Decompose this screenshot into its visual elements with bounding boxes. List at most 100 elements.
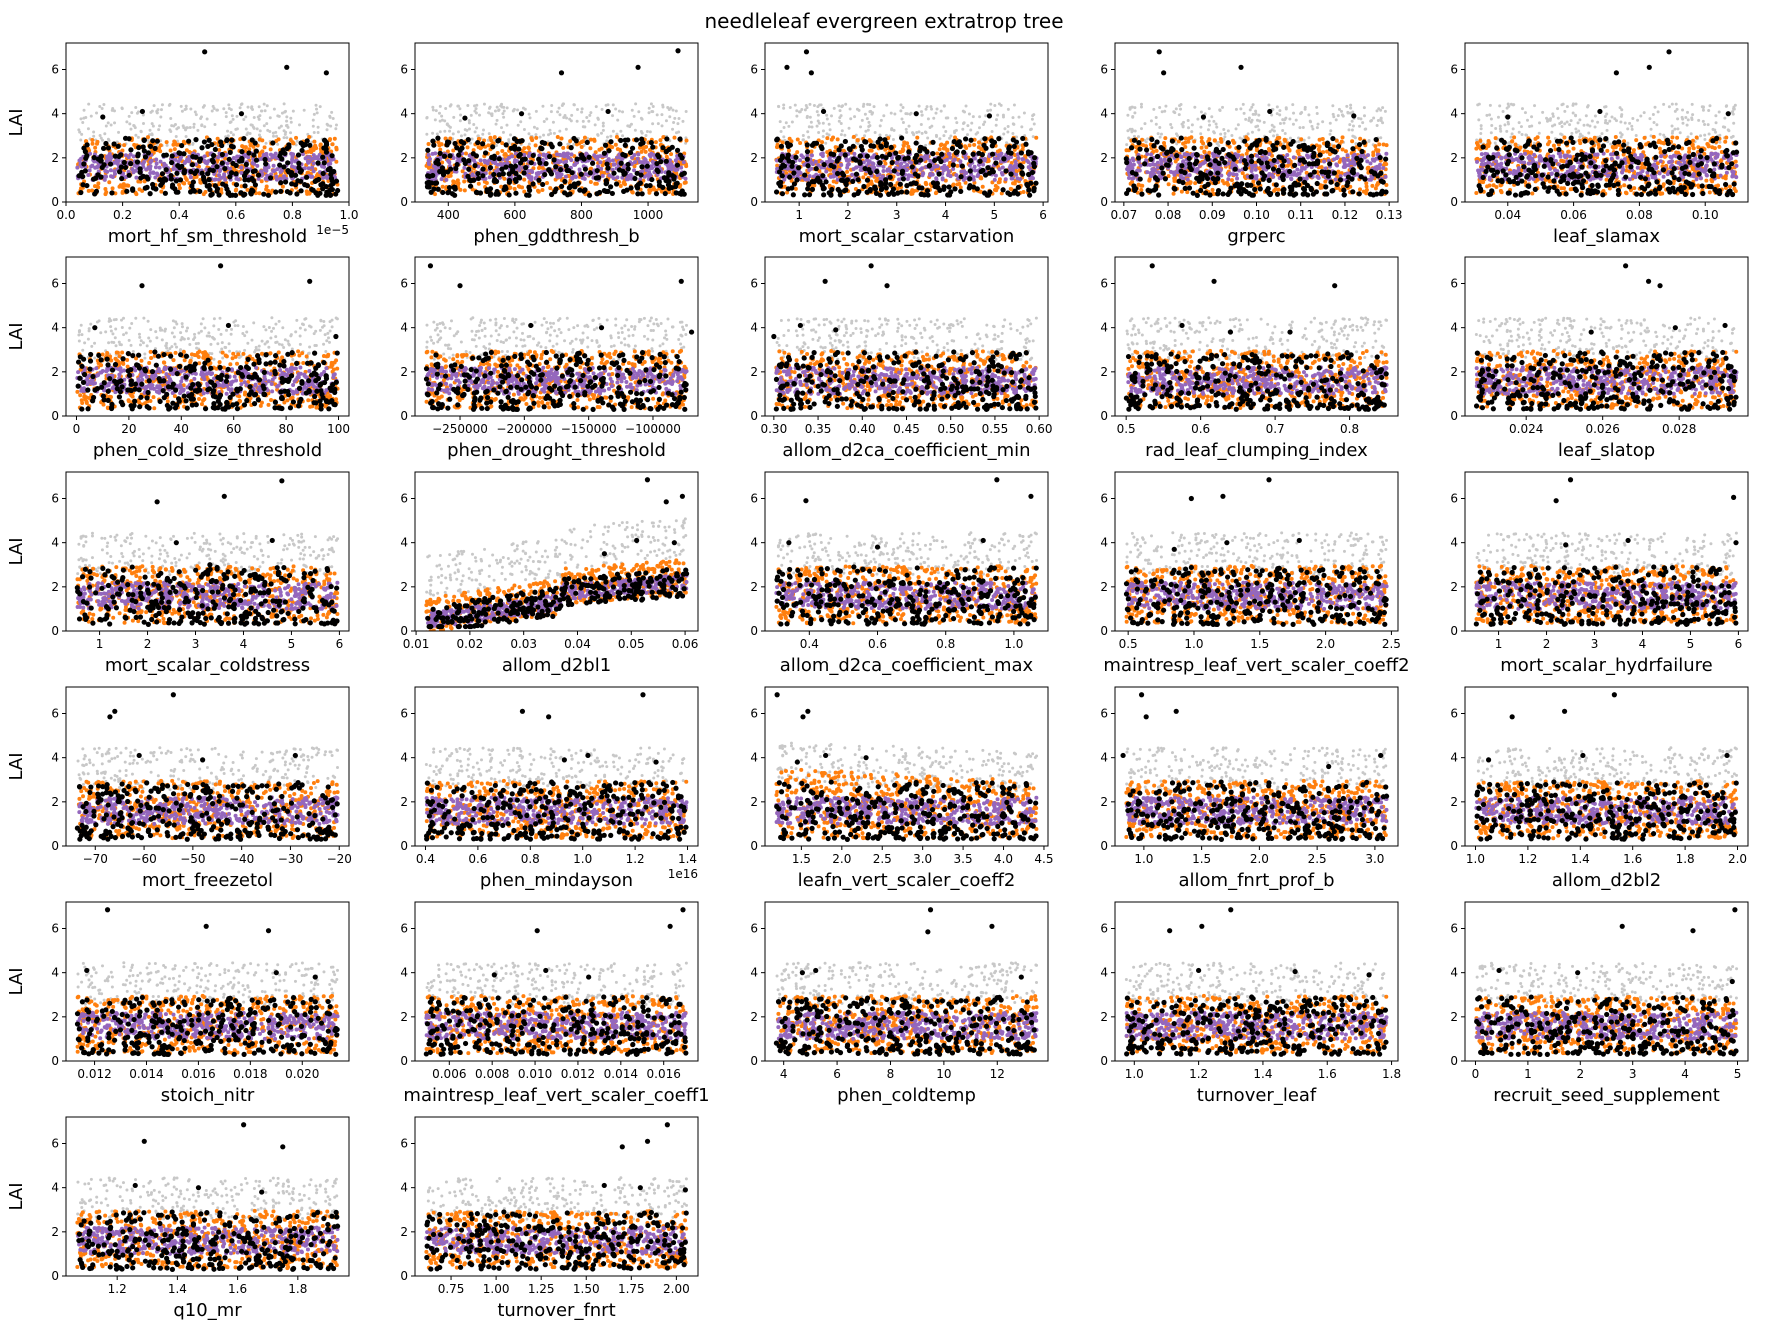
orange-point [995, 149, 1000, 154]
black-point [946, 184, 952, 190]
gray-point [448, 125, 452, 129]
gray-point [443, 119, 447, 123]
purple-point [562, 154, 567, 159]
gray-point [248, 131, 252, 135]
black-point [855, 190, 861, 197]
black-point [209, 157, 215, 163]
gray-point [481, 132, 485, 136]
x-tick-label: 1000 [633, 208, 664, 222]
x-tick-label: 0.2 [113, 208, 132, 222]
gray-point [839, 122, 843, 126]
purple-point [611, 162, 616, 167]
gray-point [1179, 107, 1183, 111]
gray-point [994, 118, 998, 122]
purple-point [569, 152, 574, 157]
black-point [622, 142, 628, 148]
gray-point [79, 138, 83, 142]
outlier-point [518, 111, 525, 117]
purple-point [90, 163, 95, 168]
orange-point [639, 149, 644, 154]
gray-point [165, 143, 169, 147]
gray-point [179, 104, 183, 108]
black-point [224, 137, 230, 143]
gray-point [843, 133, 847, 137]
orange-point [809, 149, 814, 154]
black-point [445, 190, 451, 196]
purple-point [558, 159, 563, 164]
orange-point [786, 148, 791, 153]
orange-point [943, 178, 948, 183]
gray-point [984, 114, 988, 118]
gray-point [993, 103, 997, 107]
gray-point [926, 136, 930, 140]
purple-point [801, 155, 806, 160]
gray-point [674, 109, 678, 113]
black-point [823, 179, 829, 185]
orange-point [588, 137, 593, 142]
purple-point [223, 177, 228, 182]
gray-point [1254, 125, 1258, 129]
gray-point [545, 117, 549, 121]
gray-point [807, 135, 811, 139]
gray-point [634, 102, 638, 106]
gray-point [1358, 124, 1362, 128]
gray-point [790, 120, 794, 124]
black-point [582, 166, 588, 172]
purple-point [976, 162, 981, 167]
gray-point [1268, 130, 1272, 134]
gray-point [150, 122, 154, 126]
gray-point [782, 126, 786, 130]
gray-point [470, 137, 474, 141]
gray-point [285, 123, 289, 127]
gray-point [252, 115, 256, 119]
orange-point [825, 136, 830, 141]
black-point [239, 155, 245, 162]
black-point [926, 162, 933, 169]
orange-point [96, 185, 101, 190]
black-point [855, 177, 861, 183]
gray-point [452, 115, 456, 119]
black-point [278, 180, 284, 186]
orange-point [462, 179, 467, 184]
black-point [285, 167, 291, 174]
black-point [111, 141, 117, 147]
black-point [787, 174, 793, 180]
gray-point [619, 129, 623, 133]
black-point [169, 153, 175, 159]
black-point [500, 171, 506, 177]
gray-point [99, 136, 103, 140]
purple-point [202, 154, 207, 159]
purple-point [1010, 176, 1015, 181]
orange-point [851, 134, 856, 139]
orange-point [793, 186, 798, 191]
black-point [882, 181, 888, 187]
purple-point [87, 168, 92, 173]
black-point [899, 135, 905, 141]
black-point [206, 137, 212, 143]
gray-point [1174, 107, 1178, 111]
purple-point [311, 169, 316, 174]
gray-point [926, 117, 930, 121]
gray-point [1132, 134, 1136, 138]
orange-point [1332, 144, 1337, 149]
black-point [122, 164, 129, 171]
purple-point [537, 153, 542, 158]
orange-point [198, 177, 203, 182]
gray-point [1247, 119, 1251, 123]
purple-point [1026, 160, 1031, 165]
gray-point [312, 112, 316, 116]
black-point [512, 163, 519, 169]
purple-point [1018, 177, 1023, 182]
orange-point [1012, 181, 1017, 186]
outlier-point [139, 108, 146, 115]
purple-point [563, 174, 568, 179]
gray-point [808, 115, 812, 119]
purple-point [944, 157, 949, 162]
purple-point [132, 163, 137, 168]
gray-point [1257, 128, 1261, 132]
gray-point [779, 130, 783, 134]
orange-point [306, 170, 311, 175]
orange-point [568, 139, 573, 144]
purple-point [971, 156, 976, 161]
gray-point [572, 103, 576, 107]
